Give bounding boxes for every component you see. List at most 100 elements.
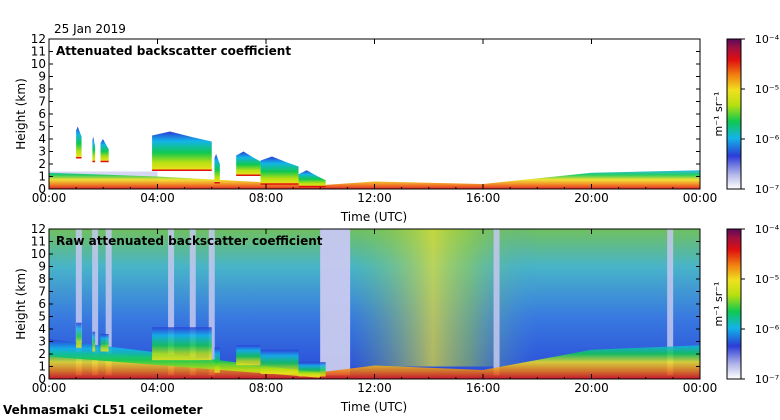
noise-column bbox=[189, 229, 196, 376]
cloud-layer bbox=[92, 136, 96, 162]
plot-area bbox=[49, 39, 700, 189]
x-tick-label: 00:00 bbox=[683, 191, 718, 205]
colorbar: 10⁻⁷ 10⁻⁶ 10⁻⁵ 10⁻⁴ m⁻¹ sr⁻¹ bbox=[712, 33, 780, 196]
y-tick-label: 0 bbox=[38, 372, 46, 386]
y-tick-label: 10 bbox=[31, 247, 46, 261]
colorbar-tick-label: 10⁻⁵ bbox=[755, 83, 779, 96]
cloud-layer bbox=[100, 334, 109, 352]
colorbar-tick-label: 10⁻⁴ bbox=[755, 33, 780, 46]
cloud-layer bbox=[76, 322, 82, 348]
x-tick-label: 12:00 bbox=[357, 381, 392, 395]
y-tick-label: 6 bbox=[38, 107, 46, 121]
cloud-layer bbox=[214, 154, 220, 183]
cloud-layer bbox=[76, 126, 82, 158]
y-tick-label: 7 bbox=[38, 95, 46, 109]
y-axis-label: Height (km) bbox=[14, 268, 28, 339]
colorbar-tick-label: 10⁻⁷ bbox=[755, 373, 779, 386]
y-tick-label: 2 bbox=[38, 157, 46, 171]
noise-column bbox=[168, 229, 175, 376]
x-tick-label: 16:00 bbox=[466, 381, 501, 395]
y-tick-label: 8 bbox=[38, 82, 46, 96]
y-tick-label: 7 bbox=[38, 285, 46, 299]
cloud-layer bbox=[298, 170, 326, 187]
cloud-layer bbox=[152, 327, 212, 361]
raw-backscatter-data bbox=[49, 229, 700, 379]
x-tick-label: 20:00 bbox=[574, 191, 609, 205]
x-tick-label: 16:00 bbox=[466, 191, 501, 205]
y-tick-label: 11 bbox=[31, 45, 46, 59]
y-tick-label: 5 bbox=[38, 120, 46, 134]
y-tick-label: 5 bbox=[38, 310, 46, 324]
x-tick-label: 20:00 bbox=[574, 381, 609, 395]
noise-region bbox=[347, 229, 538, 367]
noise-column bbox=[75, 229, 82, 376]
x-axis-ticks: 00:00 04:00 08:00 12:00 16:00 20:00 00:00 bbox=[32, 39, 718, 205]
panel-title: Raw attenuated backscatter coefficient bbox=[56, 234, 323, 248]
colorbar-ticks: 10⁻⁷ 10⁻⁶ 10⁻⁵ 10⁻⁴ bbox=[741, 33, 780, 196]
colorbar-label: m⁻¹ sr⁻¹ bbox=[712, 282, 725, 327]
x-tick-label: 08:00 bbox=[249, 191, 284, 205]
y-axis-label: Height (km) bbox=[14, 78, 28, 149]
x-axis-label: Time (UTC) bbox=[340, 210, 407, 224]
y-tick-label: 9 bbox=[38, 260, 46, 274]
y-tick-label: 0 bbox=[38, 182, 46, 196]
boundary-layer bbox=[49, 170, 700, 189]
cloud-layer bbox=[214, 347, 220, 373]
cloud-layer bbox=[236, 345, 261, 366]
colorbar-tick-label: 10⁻⁴ bbox=[755, 223, 780, 236]
noise-column bbox=[320, 229, 351, 376]
boundary-layer bbox=[49, 345, 700, 379]
y-tick-label: 9 bbox=[38, 70, 46, 84]
noise-column bbox=[92, 229, 99, 376]
colorbar-tick-label: 10⁻⁵ bbox=[755, 273, 779, 286]
y-tick-label: 4 bbox=[38, 322, 46, 336]
x-tick-label: 12:00 bbox=[357, 191, 392, 205]
y-tick-label: 8 bbox=[38, 272, 46, 286]
noise-column bbox=[667, 229, 674, 376]
colorbar-tick-label: 10⁻⁷ bbox=[755, 183, 779, 196]
cloud-layer bbox=[260, 156, 299, 184]
figure-date: 25 Jan 2019 bbox=[54, 22, 126, 36]
colorbar-ticks: 10⁻⁷ 10⁻⁶ 10⁻⁵ 10⁻⁴ bbox=[741, 223, 780, 386]
instrument-name: Vehmasmaki CL51 ceilometer bbox=[3, 403, 203, 417]
cloud-layer bbox=[92, 331, 96, 352]
colorbar-tick-label: 10⁻⁶ bbox=[755, 133, 780, 146]
y-tick-label: 3 bbox=[38, 145, 46, 159]
x-axis-label: Time (UTC) bbox=[340, 400, 407, 414]
cloud-layer bbox=[152, 131, 212, 171]
cloud-layer bbox=[298, 362, 326, 377]
colorbar-gradient bbox=[726, 228, 742, 380]
y-tick-label: 3 bbox=[38, 335, 46, 349]
y-tick-label: 11 bbox=[31, 235, 46, 249]
x-axis-ticks: 00:00 04:00 08:00 12:00 16:00 20:00 00:00 bbox=[32, 229, 718, 395]
colorbar-gradient bbox=[726, 38, 742, 190]
x-tick-label: 04:00 bbox=[140, 191, 175, 205]
panel-title: Attenuated backscatter coefficient bbox=[56, 44, 291, 58]
x-tick-label: 08:00 bbox=[249, 381, 284, 395]
y-tick-label: 4 bbox=[38, 132, 46, 146]
noise-column bbox=[493, 229, 500, 376]
cloud-layer bbox=[236, 151, 261, 176]
colorbar: 10⁻⁷ 10⁻⁶ 10⁻⁵ 10⁻⁴ m⁻¹ sr⁻¹ bbox=[712, 223, 780, 386]
cloud-layer bbox=[260, 349, 299, 374]
noise-column bbox=[105, 229, 112, 376]
cloud-layer bbox=[100, 139, 109, 162]
y-tick-label: 2 bbox=[38, 347, 46, 361]
y-tick-label: 6 bbox=[38, 297, 46, 311]
y-tick-label: 10 bbox=[31, 57, 46, 71]
x-tick-label: 00:00 bbox=[683, 381, 718, 395]
x-tick-label: 00:00 bbox=[32, 381, 67, 395]
noise-column bbox=[208, 229, 215, 376]
colorbar-label: m⁻¹ sr⁻¹ bbox=[712, 92, 725, 137]
y-tick-label: 1 bbox=[38, 170, 46, 184]
backscatter-data bbox=[49, 126, 700, 189]
x-tick-label: 00:00 bbox=[32, 191, 67, 205]
y-tick-label: 12 bbox=[31, 32, 46, 46]
y-tick-label: 12 bbox=[31, 222, 46, 236]
x-tick-label: 04:00 bbox=[140, 381, 175, 395]
